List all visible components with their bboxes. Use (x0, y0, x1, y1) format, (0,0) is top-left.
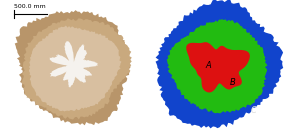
Polygon shape (29, 25, 122, 111)
Polygon shape (15, 10, 130, 125)
Polygon shape (49, 41, 98, 88)
Text: 500.0 mm: 500.0 mm (14, 4, 46, 9)
Polygon shape (22, 18, 132, 119)
Polygon shape (167, 19, 267, 113)
Text: C: C (250, 106, 256, 115)
Text: A: A (206, 61, 212, 70)
Polygon shape (155, 0, 283, 128)
Polygon shape (186, 42, 250, 92)
Text: B: B (230, 78, 236, 87)
